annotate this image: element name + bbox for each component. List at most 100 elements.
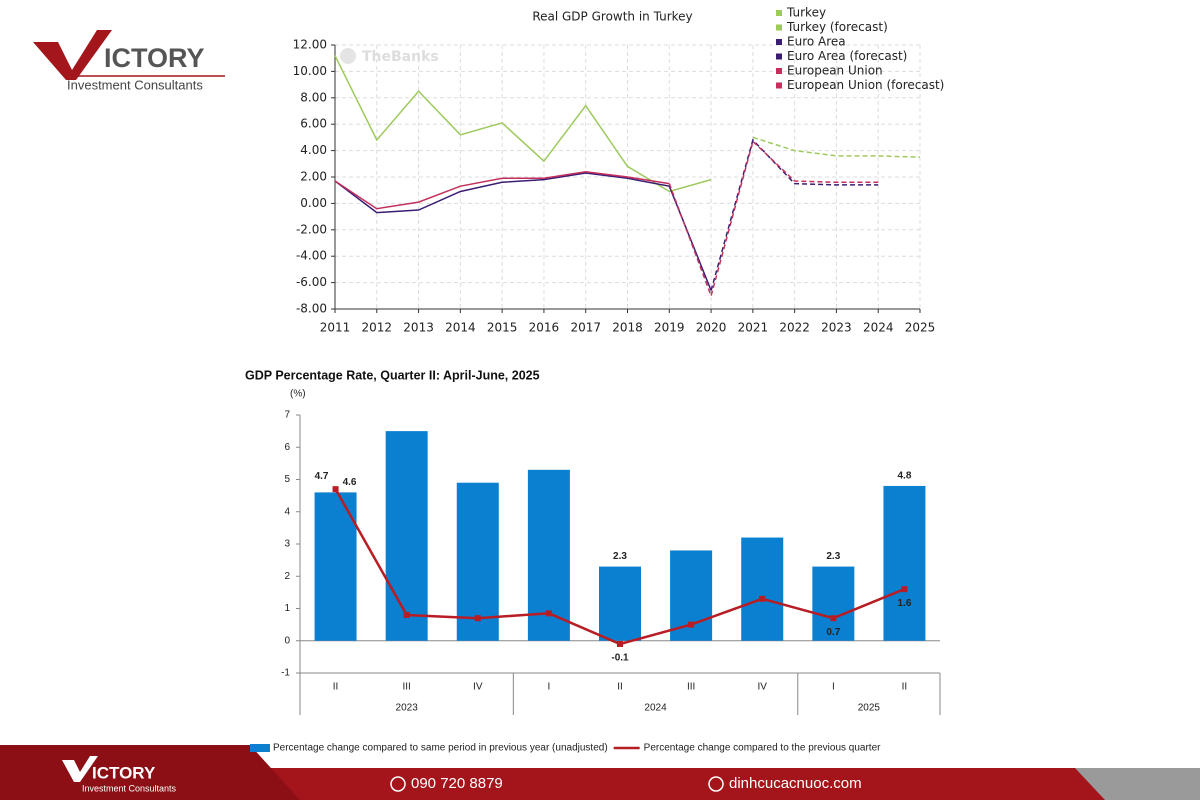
y-tick-label: 7 (284, 410, 290, 421)
legend-label: Euro Area (forecast) (787, 49, 907, 63)
phone-icon (390, 776, 406, 792)
bar-value-label: 2.3 (613, 551, 627, 562)
line-value-label: 0.7 (826, 627, 840, 638)
footer-logo-mark (62, 756, 98, 782)
y-tick-label: 8.00 (300, 90, 327, 104)
line-marker (759, 595, 766, 602)
series-line (668, 139, 879, 299)
bar-value-label: 4.6 (343, 477, 357, 488)
footer: ICTORY Investment Consultants 090 720 88… (0, 745, 1200, 800)
y-tick-label: 12.00 (293, 38, 327, 52)
y-tick-label: 2.00 (300, 170, 327, 184)
bar (883, 485, 926, 641)
chart-title: Real GDP Growth in Turkey (532, 10, 692, 24)
y-tick-label: -2.00 (296, 222, 327, 236)
series-line (334, 172, 712, 291)
x-tick-label: 2016 (529, 321, 560, 335)
y-tick-label: -8.00 (296, 302, 327, 316)
x-tick-label: IV (473, 682, 483, 693)
bar (385, 431, 428, 641)
footer-website: dinhcucacnuoc.com (729, 775, 862, 792)
legend-label: Turkey (forecast) (786, 20, 888, 34)
y-tick-label: 2 (284, 571, 290, 582)
x-tick-label: 2019 (654, 321, 685, 335)
group-label: 2023 (396, 703, 419, 714)
legend-swatch (250, 744, 270, 752)
x-tick-label: 2014 (445, 321, 476, 335)
logo: ICTORY Investment Consultants (33, 30, 225, 92)
series-line (752, 136, 921, 158)
x-tick-label: II (333, 682, 339, 693)
legend-label: Euro Area (787, 35, 846, 49)
logo-tagline: Investment Consultants (67, 77, 203, 92)
x-tick-label: I (832, 682, 835, 693)
line-marker (617, 640, 623, 647)
y-tick-label: 10.00 (293, 64, 327, 78)
legend-label: Percentage change compared to the previo… (644, 743, 881, 754)
legend-label: European Union (787, 64, 883, 78)
footer-gray-shape (1075, 768, 1200, 800)
y-tick-label: 6.00 (300, 117, 327, 131)
line-value-label: 1.6 (897, 598, 911, 609)
x-tick-label: III (687, 682, 695, 693)
footer-tagline: Investment Consultants (82, 783, 177, 793)
x-tick-label: I (547, 682, 550, 693)
bar (314, 492, 357, 641)
group-label: 2025 (858, 703, 881, 714)
x-tick-label: 2020 (696, 321, 727, 335)
x-tick-label: 2021 (738, 321, 769, 335)
x-tick-label: 2018 (612, 321, 643, 335)
legend-swatch (776, 53, 782, 60)
y-tick-label: 4 (284, 506, 290, 517)
x-tick-label: 2013 (403, 321, 434, 335)
group-label: 2024 (644, 703, 667, 714)
x-tick-label: 2025 (905, 321, 936, 335)
y-tick-label: 0 (284, 635, 290, 646)
y-tick-label: 3 (284, 539, 290, 550)
x-tick-label: 2015 (487, 321, 518, 335)
line-marker (901, 586, 908, 593)
x-tick-label: III (402, 682, 410, 693)
legend-label: Turkey (786, 6, 826, 20)
bar (599, 566, 641, 641)
footer-logo-panel (0, 745, 300, 800)
line-chart: Real GDP Growth in Turkey TheBanks -8.00 -6… (293, 6, 945, 335)
logo-text: ICTORY (104, 43, 205, 73)
y-tick-label: 5 (284, 474, 290, 485)
web-icon (708, 776, 724, 792)
y-tick-label: -1 (281, 668, 290, 679)
line-marker (474, 615, 481, 622)
bar-value-label: 4.8 (897, 471, 911, 482)
bar (741, 537, 784, 641)
bar-chart: GDP Percentage Rate, Quarter II: April-J… (245, 368, 941, 754)
footer-phone: 090 720 8879 (411, 775, 503, 792)
legend-label: Percentage change compared to same perio… (273, 743, 608, 754)
y-tick-label: 0.00 (300, 196, 327, 210)
x-tick-label: 2012 (362, 321, 393, 335)
line-marker (332, 486, 339, 493)
line-value-label: 4.7 (315, 471, 329, 482)
line-marker (403, 611, 410, 618)
series-line (334, 170, 670, 210)
y-tick-label: 6 (284, 442, 290, 453)
line-marker (545, 610, 552, 617)
y-tick-label: 1 (284, 603, 290, 614)
legend-swatch (776, 82, 782, 89)
legend-swatch (776, 39, 782, 45)
x-tick-label: II (617, 682, 623, 693)
y-tick-label: -6.00 (296, 275, 327, 289)
chart-title: GDP Percentage Rate, Quarter II: April-J… (245, 368, 540, 382)
footer-logo-text: ICTORY (92, 763, 156, 782)
x-tick-label: II (902, 682, 908, 693)
y-tick-label: 4.00 (300, 143, 327, 157)
y-tick-label: -4.00 (296, 249, 327, 263)
logo-mark (33, 30, 112, 80)
legend-swatch (776, 10, 782, 16)
series-line (334, 55, 712, 193)
legend-swatch (776, 68, 782, 74)
watermark: TheBanks (362, 49, 439, 65)
bar (812, 566, 855, 641)
line-marker (688, 621, 695, 628)
